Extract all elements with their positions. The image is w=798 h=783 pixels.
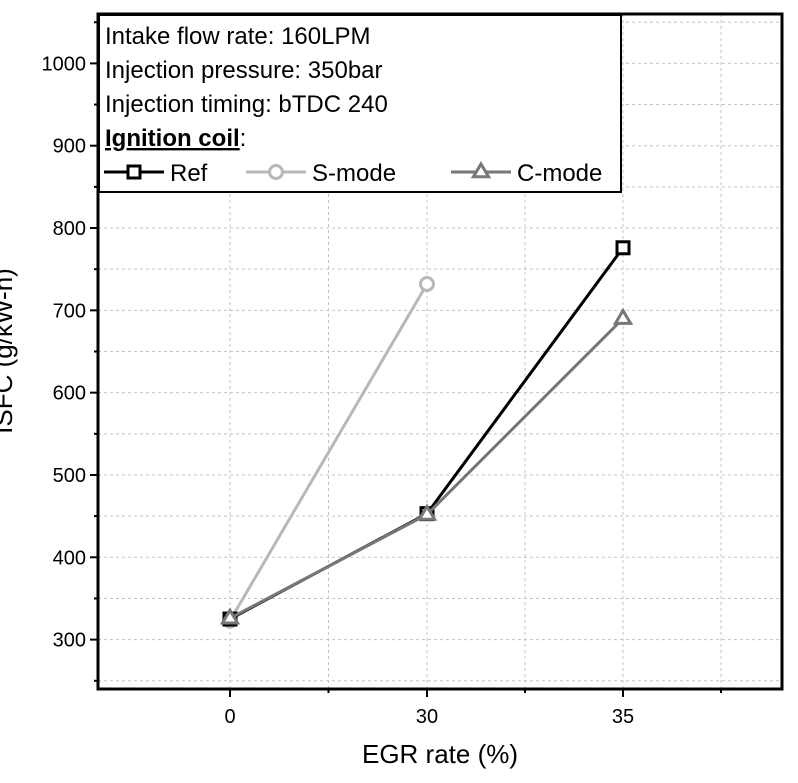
- point-c-mode-30: [416, 503, 438, 521]
- x-tick-label-35: 35: [612, 706, 634, 728]
- y-tick-label-400: 400: [53, 547, 86, 569]
- x-tick-label-0: 0: [224, 706, 235, 728]
- legend-entry-ref: Ref: [104, 160, 208, 187]
- legend-marker-c-mode: [470, 161, 492, 179]
- y-tick-label-300: 300: [53, 630, 86, 652]
- y-tick-label-700: 700: [53, 300, 86, 322]
- x-axis-title: EGR rate (%): [362, 739, 518, 769]
- point-s-mode-30: [419, 276, 435, 292]
- legend-title-text: Ignition coil: [105, 125, 240, 152]
- series-layer: [219, 240, 634, 629]
- legend-entry-s-mode: S-mode: [246, 160, 396, 187]
- legend-title-colon: :: [240, 125, 247, 152]
- legend-marker-ref: [126, 164, 142, 180]
- axis-ticks: 300 400 500 600 700 800 900 1000 0 30 35: [42, 21, 722, 728]
- x-tick-label-30: 30: [416, 706, 438, 728]
- legend-label-s-mode: S-mode: [312, 160, 396, 187]
- series-c-mode: [219, 307, 634, 625]
- legend-label-ref: Ref: [170, 160, 208, 187]
- annotation-intake-flow: Intake flow rate: 160LPM: [105, 23, 370, 50]
- point-c-mode-35: [612, 307, 634, 325]
- y-tick-label-800: 800: [53, 218, 86, 240]
- y-tick-label-1000: 1000: [42, 53, 87, 75]
- y-tick-label-600: 600: [53, 383, 86, 405]
- legend-frame: [98, 14, 622, 193]
- point-c-mode-0: [219, 607, 241, 625]
- annotation-injection-timing: Injection timing: bTDC 240: [105, 91, 388, 118]
- legend-title: Ignition coil:: [105, 125, 246, 152]
- y-tick-label-500: 500: [53, 465, 86, 487]
- legend-entries: Ref S-mode C-mode: [104, 160, 602, 187]
- annotation-injection-pressure: Injection pressure: 350bar: [105, 57, 383, 84]
- legend-box: Intake flow rate: 160LPM Injection press…: [98, 14, 622, 193]
- legend-marker-s-mode: [268, 164, 284, 180]
- legend-label-c-mode: C-mode: [517, 160, 602, 187]
- point-ref-35: [615, 240, 631, 256]
- y-tick-label-900: 900: [53, 136, 86, 158]
- legend-entry-c-mode: C-mode: [451, 160, 602, 187]
- y-axis-title: ISFC (g/kW-h): [0, 268, 18, 434]
- series-line-s-mode: [228, 283, 429, 622]
